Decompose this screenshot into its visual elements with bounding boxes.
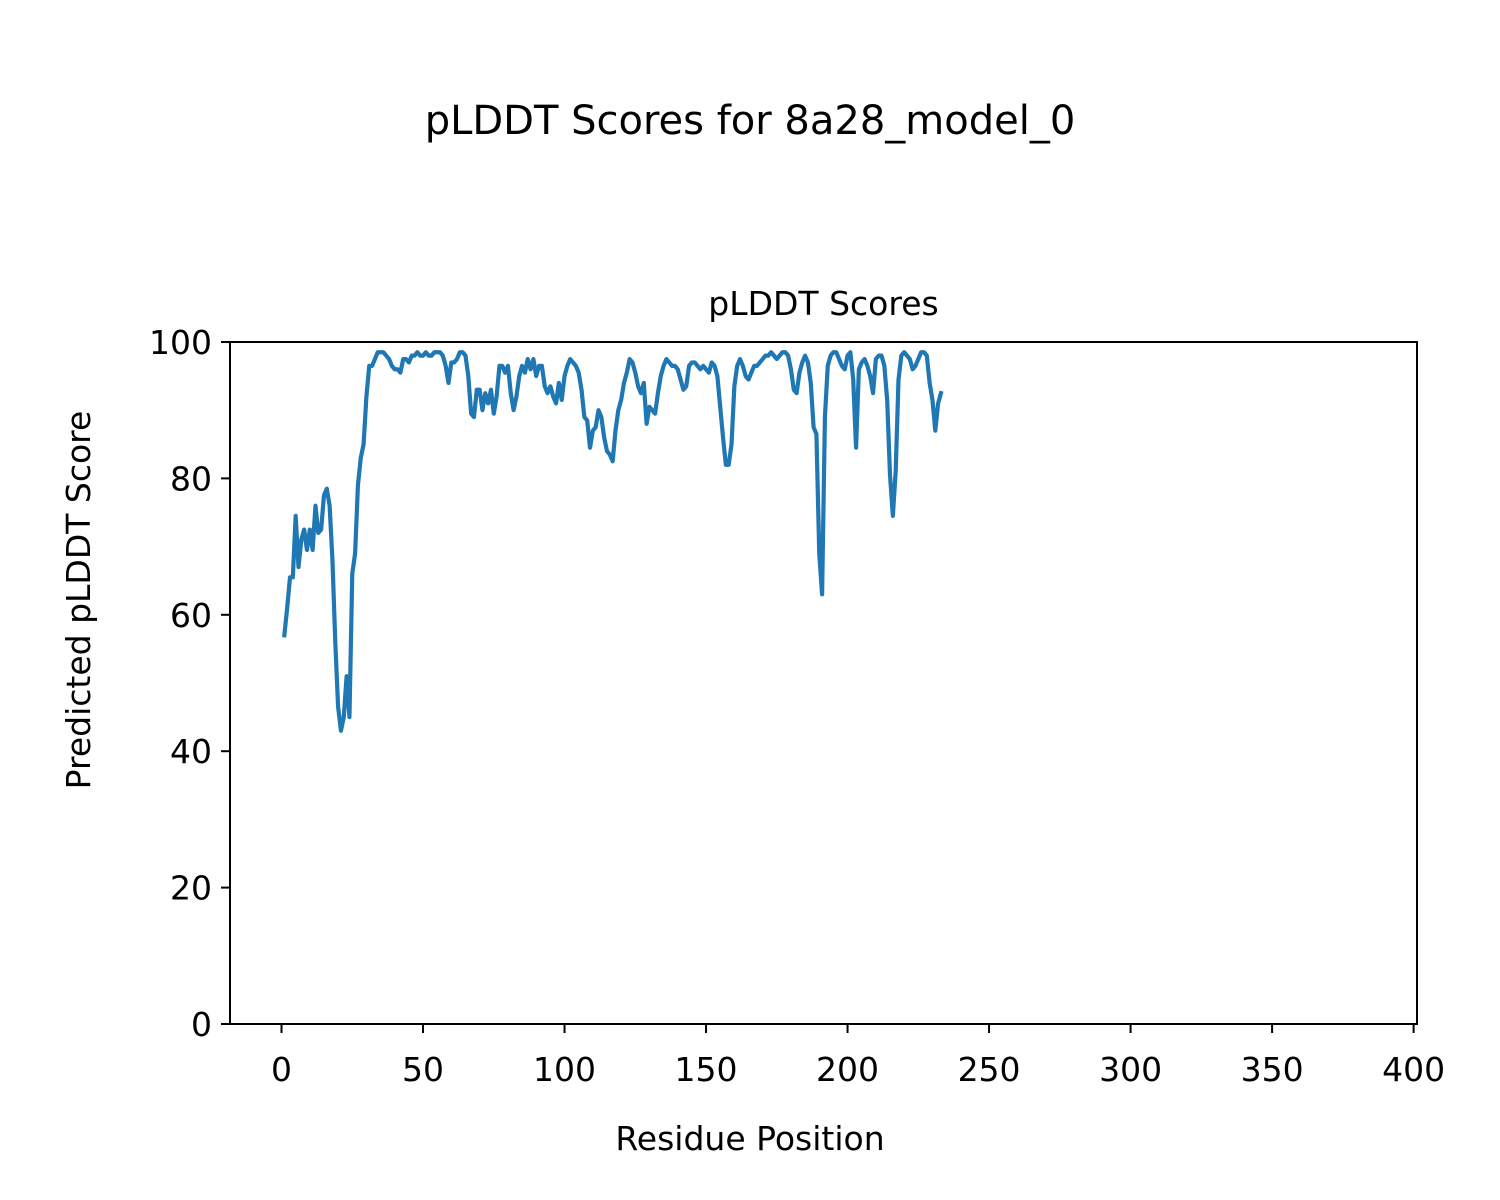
plot-area	[229, 341, 1418, 1025]
x-tick-label: 250	[958, 1050, 1021, 1089]
x-tick-label: 200	[816, 1050, 879, 1089]
y-tick-label: 0	[191, 1005, 212, 1044]
plddt-series-line	[282, 350, 944, 733]
x-tick-label: 50	[402, 1050, 444, 1089]
x-tick-label: 0	[271, 1050, 292, 1089]
figure-suptitle: pLDDT Scores for 8a28_model_0	[425, 98, 1076, 144]
x-tick-label: 350	[1241, 1050, 1304, 1089]
y-tick-label: 80	[170, 459, 212, 498]
y-axis-label: Predicted pLDDT Score	[59, 411, 98, 790]
x-tick-label: 150	[675, 1050, 738, 1089]
x-axis: 0 50 100 150 200 250 300 350 400	[271, 1024, 1445, 1089]
y-tick-label: 60	[170, 596, 212, 635]
x-tick-label: 100	[533, 1050, 596, 1089]
y-axis: 0 20 40 60 80 100	[149, 323, 230, 1044]
x-tick-label: 300	[1099, 1050, 1162, 1089]
plot-frame	[229, 341, 1418, 1025]
x-tick-label: 400	[1382, 1050, 1445, 1089]
chart-title: pLDDT Scores	[708, 284, 938, 323]
y-tick-label: 100	[149, 323, 212, 362]
y-tick-label: 20	[170, 869, 212, 908]
x-axis-label: Residue Position	[615, 1119, 884, 1158]
y-tick-label: 40	[170, 732, 212, 771]
